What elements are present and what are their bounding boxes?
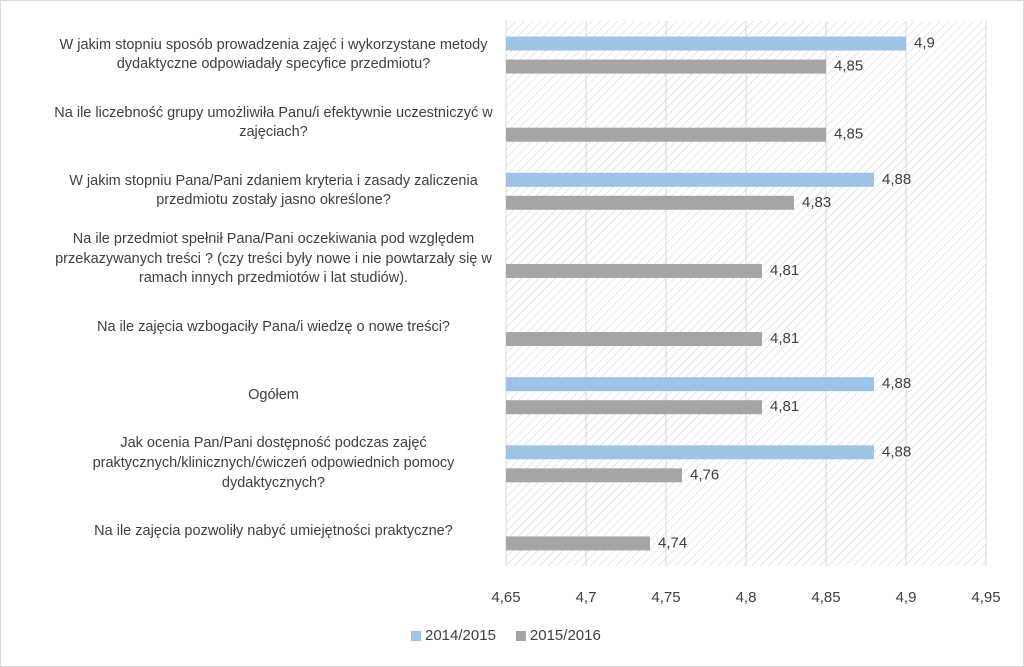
x-tick-label: 4,65 [491,589,520,606]
x-tick-label: 4,9 [896,589,917,606]
category-label: Jak ocenia Pan/Pani dostępność podczas z… [92,435,455,491]
category-label: Na ile zajęcia pozwoliły nabyć umiejętno… [94,523,453,540]
value-label: 4,81 [770,398,799,415]
legend-swatch [515,631,526,641]
bar [506,195,794,210]
bar [506,263,762,278]
bar [506,377,874,392]
value-label: 4,76 [690,466,719,483]
value-label: 4,81 [770,330,799,347]
bar [506,59,826,74]
bar [506,400,762,415]
value-label: 4,81 [770,262,799,279]
value-label: 4,74 [658,534,687,551]
bar [506,332,762,347]
x-tick-label: 4,7 [576,589,597,606]
value-label: 4,88 [882,171,911,188]
bar [506,127,826,142]
value-label: 4,85 [834,58,863,75]
x-tick-label: 4,8 [736,589,757,606]
category-label: W jakim stopniu Pana/Pani zdaniem kryter… [69,172,478,209]
category-label: W jakim stopniu sposób prowadzenia zajęć… [59,36,488,73]
legend-label: 2014/2015 [425,627,496,644]
value-label: 4,88 [882,375,911,392]
bar [506,536,650,551]
bar [506,468,682,483]
category-label: Na ile przedmiot spełnił Pana/Pani oczek… [55,231,492,287]
x-tick-label: 4,75 [651,589,680,606]
value-label: 4,9 [914,35,935,52]
value-label: 4,85 [834,126,863,143]
value-label: 4,88 [882,443,911,460]
category-label: Ogółem [248,386,299,403]
legend-swatch [411,631,421,641]
bar [506,172,874,187]
category-label: Na ile zajęcia wzbogaciły Pana/i wiedzę … [96,318,450,335]
category-label: Na ile liczebność grupy umożliwiła Panu/… [54,104,493,141]
legend-label: 2015/2016 [530,627,601,644]
x-tick-label: 4,95 [971,589,1000,606]
bar [506,445,874,460]
value-label: 4,83 [802,194,831,211]
x-tick-label: 4,85 [811,589,840,606]
bar [506,36,906,51]
